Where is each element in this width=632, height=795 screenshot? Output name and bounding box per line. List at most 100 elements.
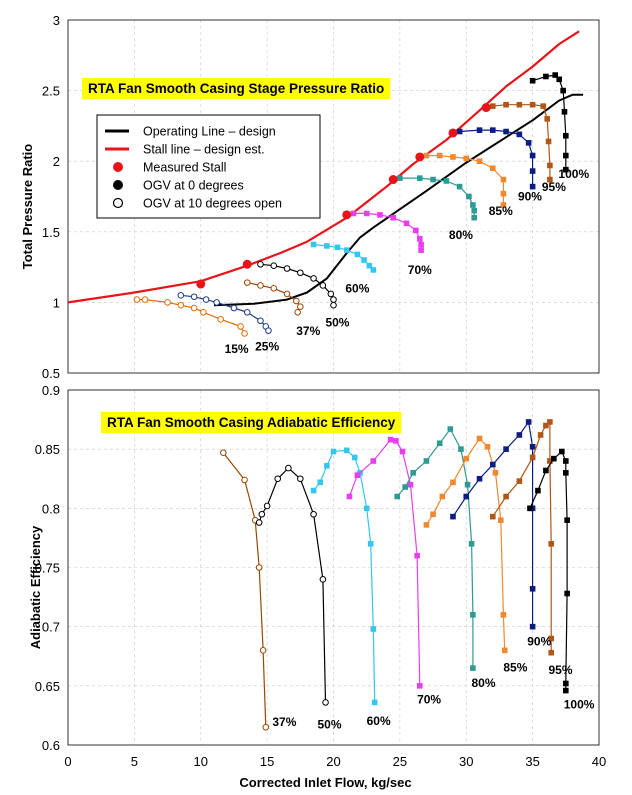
- top-title-background: [82, 78, 391, 99]
- bottom-chart-title: RTA Fan Smooth Casing Adiabatic Efficien…: [107, 415, 396, 430]
- top-y-tick-labels: 0.5 1 1.5 2 2.5 3: [42, 13, 60, 381]
- data-point: [217, 316, 224, 323]
- data-point: [500, 176, 507, 183]
- data-point: [133, 296, 141, 303]
- data-point: [330, 301, 337, 309]
- speedline-path: [180, 294, 270, 331]
- legend-entry: Stall line – design est.: [105, 143, 265, 157]
- data-point: [464, 481, 471, 488]
- speed-label: 95%: [548, 663, 572, 677]
- stall-point: [415, 152, 425, 162]
- x-tick-label: 5: [131, 754, 138, 769]
- data-point: [330, 296, 337, 303]
- speedline-path: [459, 129, 534, 187]
- legend-entry: OGV at 0 degrees: [113, 179, 244, 193]
- data-point: [399, 448, 406, 455]
- y-tick-label: 3: [53, 13, 60, 28]
- data-point: [255, 564, 263, 571]
- bottom-speedlines: [220, 419, 570, 731]
- data-point: [529, 168, 536, 174]
- data-point: [450, 513, 456, 520]
- data-point: [322, 699, 329, 706]
- data-point: [334, 244, 341, 251]
- speed-label: 50%: [325, 315, 349, 329]
- data-point: [230, 304, 238, 312]
- stall-point: [448, 128, 458, 138]
- data-point: [547, 162, 553, 169]
- y-tick-label: 0.6: [42, 738, 60, 753]
- data-point: [363, 505, 370, 512]
- speedline-path: [258, 467, 327, 703]
- data-point: [436, 440, 443, 447]
- data-point: [551, 455, 557, 462]
- data-point: [500, 190, 507, 197]
- stall-point: [196, 279, 206, 289]
- data-point: [416, 175, 423, 181]
- data-point: [294, 308, 301, 316]
- data-point: [547, 458, 553, 464]
- x-tick-label: 25: [393, 754, 407, 769]
- data-point: [484, 444, 491, 450]
- data-point: [529, 444, 536, 450]
- data-point: [564, 590, 570, 597]
- speedline-path: [396, 427, 474, 669]
- bottom-y-tick-labels: 0.6 0.65 0.7 0.75 0.8 0.85 0.9: [35, 383, 60, 753]
- data-point: [351, 454, 358, 461]
- data-point: [243, 279, 251, 286]
- y-tick-label: 0.85: [35, 442, 60, 457]
- y-tick-label: 0.9: [42, 383, 60, 398]
- stall-point: [342, 210, 352, 220]
- speedline-50pct: [255, 464, 329, 706]
- data-point: [529, 183, 536, 190]
- data-point: [463, 493, 470, 500]
- data-point: [563, 166, 569, 173]
- data-point: [377, 212, 383, 218]
- data-point: [283, 265, 291, 272]
- data-point: [370, 267, 377, 273]
- data-point: [543, 422, 549, 429]
- data-point: [545, 138, 552, 145]
- data-point: [529, 623, 536, 630]
- bottom-x-tick-labels: 0 5 10 15 20 25 30 35 40: [64, 754, 606, 769]
- speed-label: 70%: [417, 693, 441, 707]
- data-point: [371, 699, 378, 706]
- data-point: [390, 214, 397, 221]
- data-point: [367, 541, 374, 547]
- speedline-85pct: [423, 435, 508, 654]
- data-point: [200, 308, 207, 316]
- data-point: [503, 446, 509, 452]
- data-point: [516, 131, 523, 138]
- speed-label: 80%: [471, 676, 495, 690]
- data-point: [387, 436, 394, 443]
- speedline-95pct: [490, 419, 555, 656]
- data-point: [190, 293, 198, 301]
- speedline-80pct: [397, 175, 478, 221]
- data-point: [500, 612, 507, 618]
- speedline-50pct: [257, 260, 337, 309]
- data-point: [552, 72, 558, 78]
- data-point: [476, 158, 483, 164]
- data-point: [443, 178, 450, 184]
- y-tick-label: 0.65: [35, 679, 60, 694]
- bottom-x-axis-label: Corrected Inlet Flow, kg/sec: [239, 775, 411, 790]
- data-point: [516, 432, 523, 438]
- speed-label: 60%: [367, 714, 391, 728]
- data-point: [563, 680, 569, 687]
- data-point: [263, 502, 271, 510]
- data-point: [563, 152, 569, 159]
- data-point: [297, 475, 304, 483]
- data-point: [330, 448, 337, 455]
- legend-entry: Operating Line – design: [105, 125, 276, 139]
- speedline-15pct: [133, 296, 248, 337]
- speedline-path: [492, 104, 551, 180]
- speedline-80pct: [394, 426, 476, 671]
- speedline-100pct: [529, 72, 569, 173]
- data-point: [393, 438, 399, 444]
- data-point: [559, 448, 565, 455]
- data-point: [497, 517, 504, 523]
- data-point: [255, 519, 263, 526]
- speedline-25pct: [177, 292, 272, 334]
- stall-line: [67, 30, 580, 304]
- bottom-speed-labels: 37% 50% 60% 70% 80% 85%90% 95% 100%: [272, 635, 594, 732]
